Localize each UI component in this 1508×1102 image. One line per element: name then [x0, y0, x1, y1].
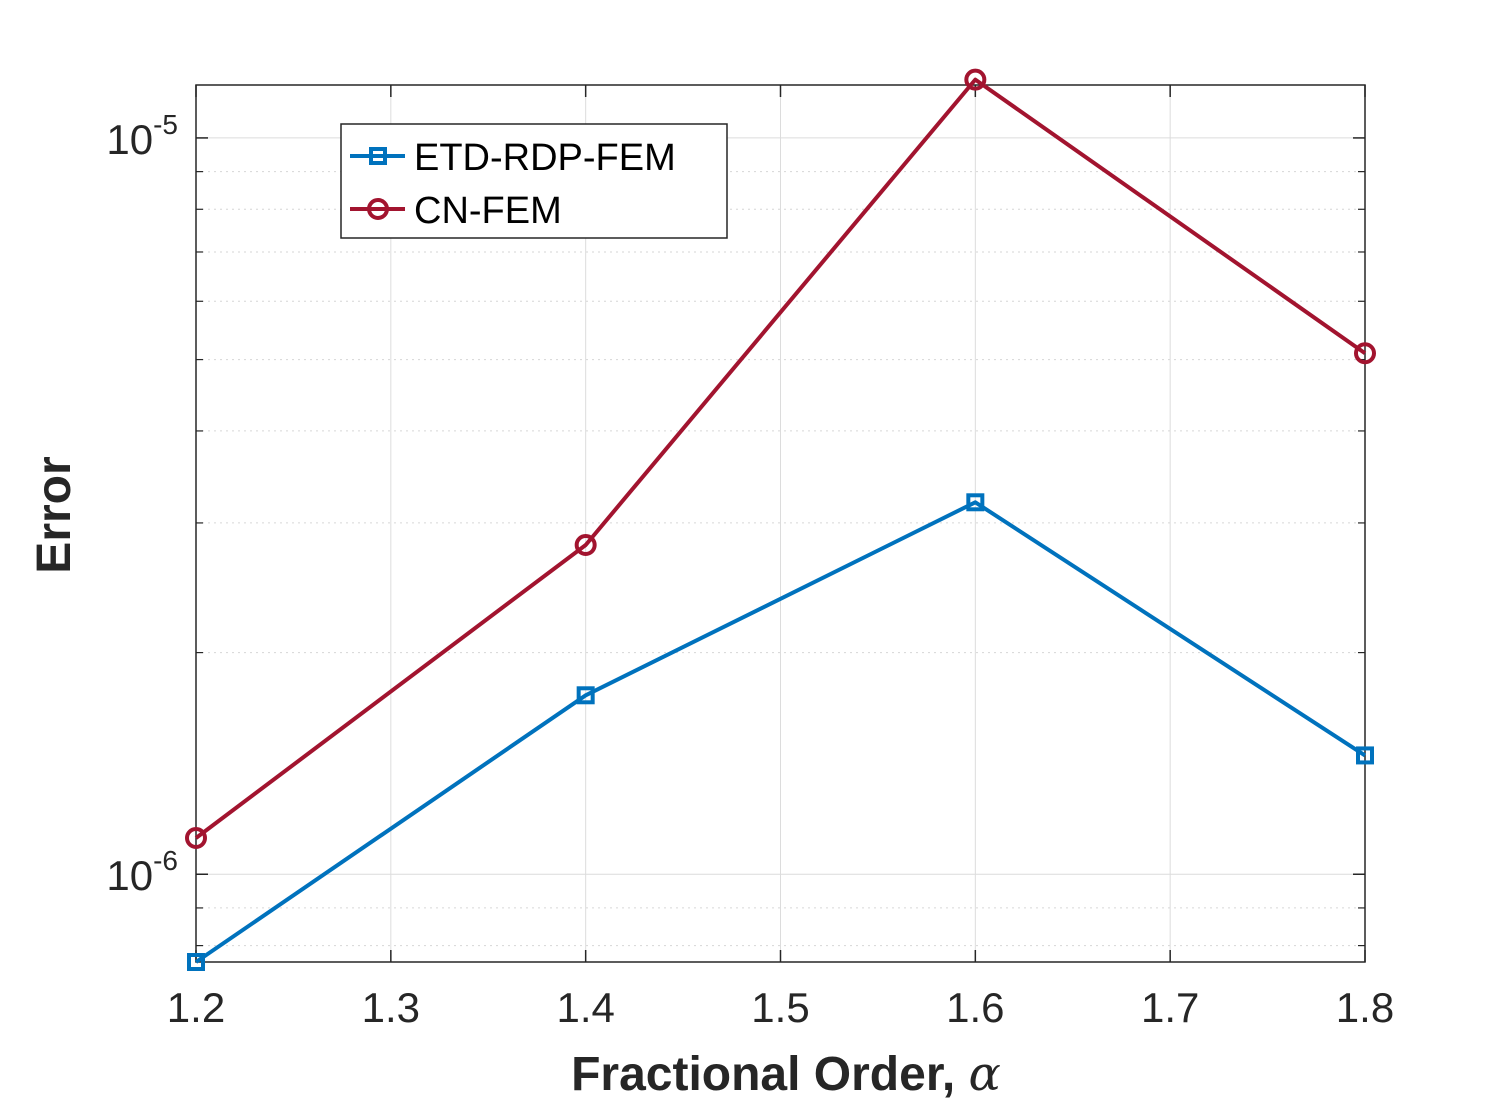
x-tick-label: 1.5 — [751, 984, 809, 1031]
legend-marker-cn — [367, 198, 389, 220]
x-tick-label: 1.8 — [1336, 984, 1394, 1031]
data-point-circle — [1354, 342, 1376, 365]
y-tick-label: 10-6 — [106, 845, 178, 899]
series-line-1 — [194, 77, 1367, 840]
data-point-square — [966, 493, 985, 512]
x-tick-label: 1.2 — [167, 984, 225, 1031]
y-tick-label: 10-5 — [106, 109, 178, 163]
legend-marker-etd — [369, 147, 387, 165]
x-tick-label: 1.7 — [1141, 984, 1199, 1031]
legend: ETD-RDP-FEM CN-FEM — [340, 123, 728, 239]
data-point-circle — [185, 827, 207, 850]
y-axis-title: Error — [28, 456, 81, 573]
legend-label-cn: CN-FEM — [414, 190, 562, 232]
legend-box — [340, 123, 728, 239]
y-tick-label-base: 10 — [106, 116, 153, 163]
data-point-square — [187, 953, 205, 971]
tick-layer — [195, 85, 1366, 962]
series-layer — [185, 68, 1376, 971]
x-tick-label: 1.6 — [946, 984, 1004, 1031]
y-tick-label-base: 10 — [106, 852, 153, 899]
x-tick-label: 1.4 — [556, 984, 614, 1031]
data-point-circle — [574, 533, 597, 556]
label-layer: 1.2 1.3 1.4 1.5 1.6 1.7 1.810-610-5 — [106, 109, 1394, 1031]
x-axis-title: Fractional Order, α — [571, 1046, 1001, 1102]
x-axis-title-text: Fractional Order, — [571, 1048, 968, 1101]
data-point-square — [1356, 746, 1374, 765]
series-line-0 — [194, 500, 1367, 964]
x-tick-label: 1.3 — [362, 984, 420, 1031]
data-point-circle — [964, 68, 987, 91]
y-tick-label-exponent: -6 — [153, 845, 178, 876]
legend-label-etd: ETD-RDP-FEM — [414, 137, 676, 179]
data-point-square — [576, 686, 595, 705]
y-tick-label-exponent: -5 — [153, 109, 178, 140]
x-axis-title-symbol: α — [969, 1046, 1001, 1102]
